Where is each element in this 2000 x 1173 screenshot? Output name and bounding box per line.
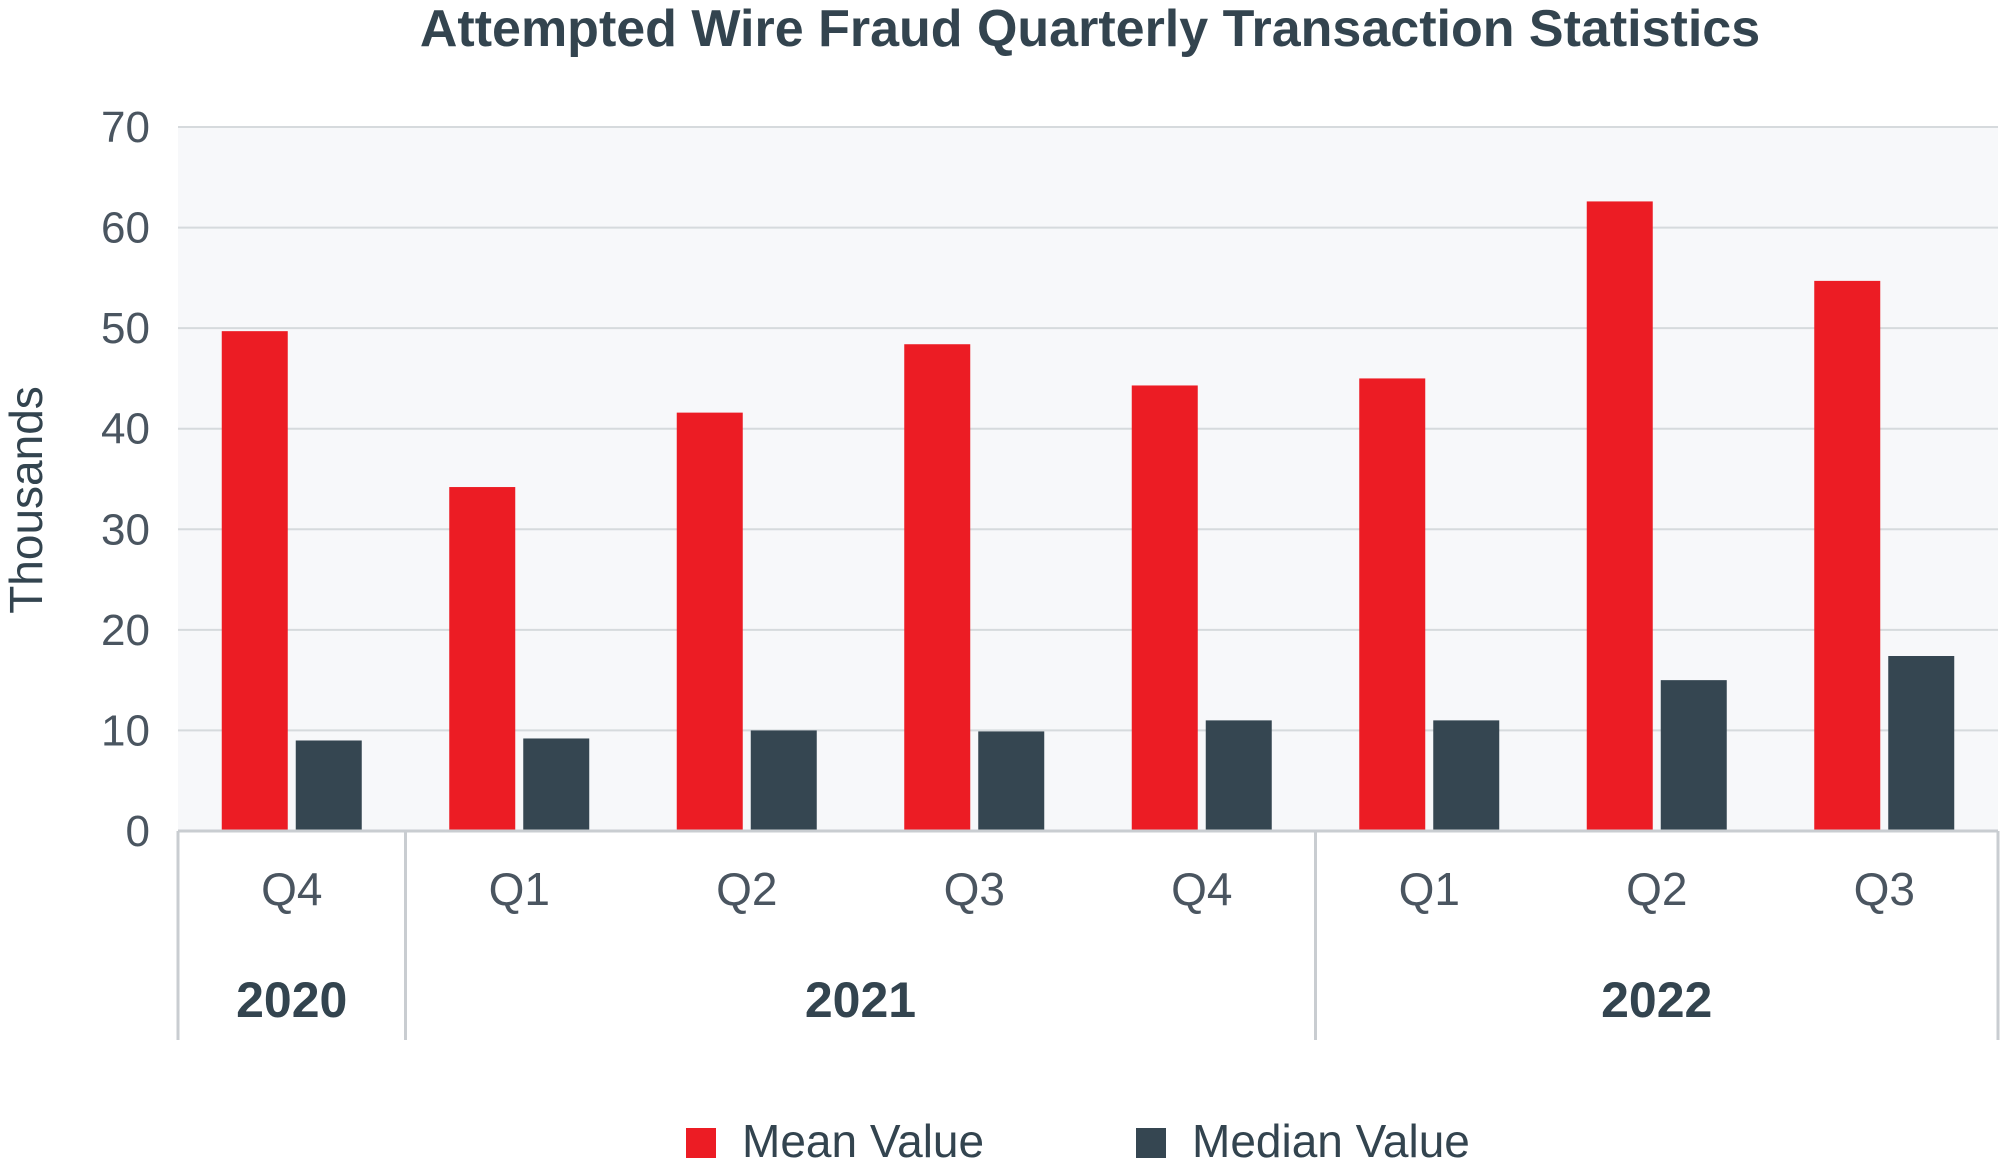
bar-median-value <box>1660 680 1727 831</box>
bar-median-value <box>750 730 817 831</box>
y-tick-label: 30 <box>101 505 150 554</box>
bars <box>221 201 1955 832</box>
legend: Mean Value Median Value <box>686 1115 1470 1167</box>
bar-mean-value <box>1359 378 1426 831</box>
y-tick-label: 60 <box>101 204 150 253</box>
y-tick-label: 10 <box>101 706 150 755</box>
y-axis-label: Thousands <box>0 386 52 614</box>
y-axis-ticks: 0 10 20 30 40 50 60 70 <box>101 103 150 856</box>
bar-mean-value <box>676 412 743 831</box>
y-tick-label: 70 <box>101 103 150 152</box>
bar-mean-value <box>1814 280 1881 832</box>
bar-mean-value <box>449 487 516 831</box>
x-tick-label: Q2 <box>1626 863 1687 915</box>
bar-median-value <box>295 740 362 831</box>
x-tick-label: Q3 <box>1854 863 1915 915</box>
legend-label: Mean Value <box>742 1115 984 1167</box>
x-group-label: 2021 <box>805 972 916 1028</box>
x-group-label: 2020 <box>236 972 347 1028</box>
chart-title: Attempted Wire Fraud Quarterly Transacti… <box>420 0 1760 58</box>
bar-mean-value <box>1131 385 1198 831</box>
legend-label: Median Value <box>1192 1115 1470 1167</box>
bar-median-value <box>1205 720 1272 831</box>
legend-swatch <box>686 1128 716 1158</box>
x-tick-label: Q4 <box>261 863 322 915</box>
bar-median-value <box>1433 720 1500 831</box>
y-tick-label: 40 <box>101 405 150 454</box>
y-tick-label: 0 <box>126 807 150 856</box>
bar-median-value <box>1888 656 1955 831</box>
x-tick-label: Q4 <box>1171 863 1232 915</box>
x-tick-label: Q2 <box>716 863 777 915</box>
bar-mean-value <box>904 344 971 831</box>
legend-swatch <box>1136 1128 1166 1158</box>
bar-mean-value <box>221 331 288 831</box>
bar-median-value <box>523 738 590 831</box>
bar-median-value <box>978 731 1045 831</box>
y-tick-label: 20 <box>101 606 150 655</box>
x-tick-label: Q3 <box>944 863 1005 915</box>
x-group-label: 2022 <box>1601 972 1712 1028</box>
y-tick-label: 50 <box>101 304 150 353</box>
x-tick-label: Q1 <box>489 863 550 915</box>
x-tick-label: Q1 <box>1399 863 1460 915</box>
bar-mean-value <box>1586 201 1653 831</box>
x-axis: Q4 Q1 Q2 Q3 Q4 Q1 Q2 Q3 2020 2021 2022 <box>176 829 2000 1040</box>
